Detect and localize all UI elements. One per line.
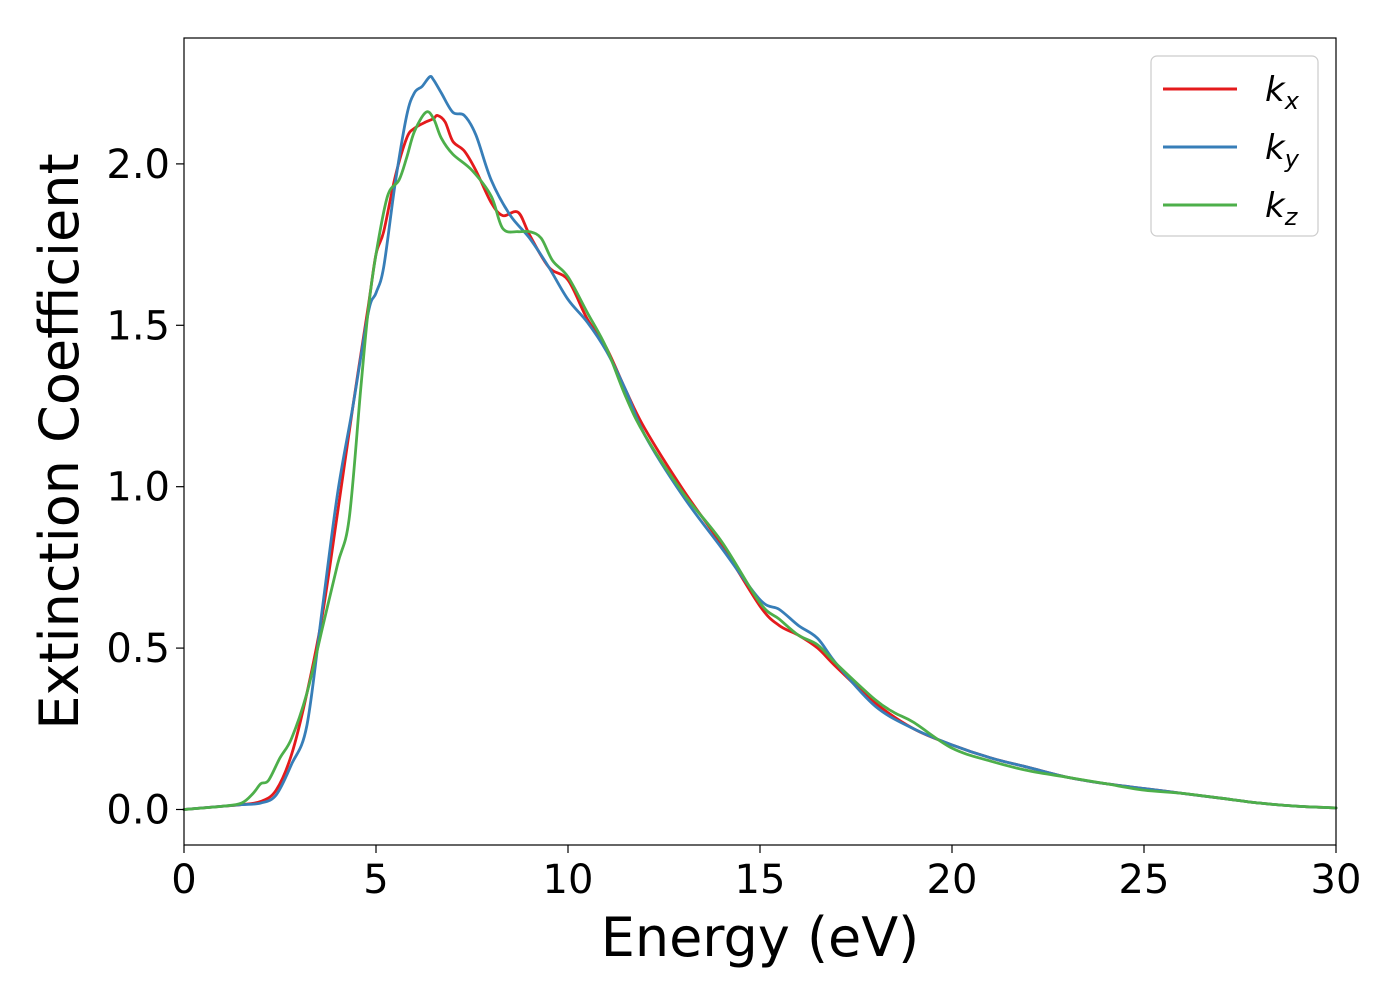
- y-axis-label: Extinction Coefficient: [28, 153, 91, 729]
- x-tick-label: 20: [927, 857, 978, 903]
- x-axis-label: Energy (eV): [601, 906, 920, 969]
- legend-label-main: k: [1265, 128, 1286, 168]
- y-tick-label: 2.0: [106, 142, 170, 188]
- series-line-ky: [182, 75, 1338, 811]
- series-layer: [182, 75, 1338, 811]
- legend-label-subscript: y: [1284, 145, 1300, 173]
- legend-label-main: k: [1265, 70, 1286, 110]
- y-tick-label: 0.5: [106, 626, 170, 672]
- legend-label-subscript: z: [1284, 203, 1299, 231]
- x-axis-ticks: 0 5 10 15 20 25 30: [171, 845, 1361, 903]
- x-tick-label: 30: [1311, 857, 1362, 903]
- x-tick-label: 15: [735, 857, 786, 903]
- legend-label-subscript: x: [1284, 87, 1300, 115]
- legend-label-ky: ky: [1265, 128, 1300, 173]
- x-tick-label: 25: [1119, 857, 1170, 903]
- legend-label-kz: kz: [1265, 186, 1299, 231]
- x-tick-label: 5: [363, 857, 388, 903]
- legend-label-kx: kx: [1265, 70, 1300, 115]
- y-axis-ticks: 0.0 0.5 1.0 1.5 2.0: [106, 142, 184, 833]
- y-tick-label: 1.0: [106, 465, 170, 511]
- legend-label-main: k: [1265, 186, 1286, 226]
- x-tick-label: 0: [171, 857, 196, 903]
- y-tick-label: 1.5: [106, 303, 170, 349]
- series-line-kz: [182, 110, 1338, 811]
- y-tick-label: 0.0: [106, 787, 170, 833]
- x-tick-label: 10: [543, 857, 594, 903]
